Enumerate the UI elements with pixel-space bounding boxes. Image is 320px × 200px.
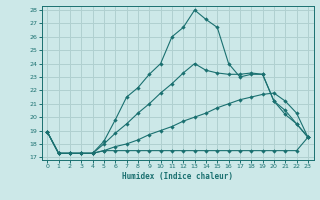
X-axis label: Humidex (Indice chaleur): Humidex (Indice chaleur) [122,172,233,181]
